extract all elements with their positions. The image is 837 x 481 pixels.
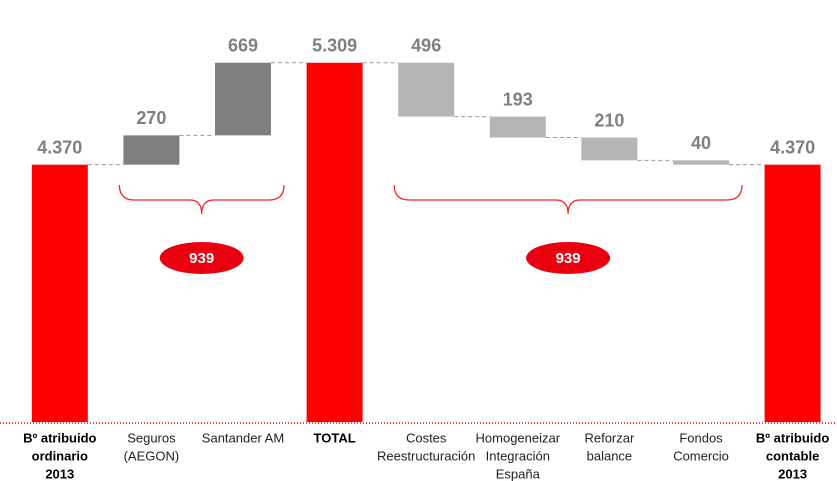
- category-label: contable: [766, 448, 819, 463]
- annotation-badge: [526, 242, 611, 274]
- category-label: 2013: [778, 466, 807, 481]
- value-label: 5.309: [312, 35, 357, 55]
- category-label: Santander AM: [202, 430, 284, 445]
- value-label: 669: [228, 35, 258, 55]
- value-label: 210: [594, 110, 624, 130]
- category-label: balance: [587, 448, 633, 463]
- category-label: Reestructuración: [377, 448, 475, 463]
- category-label: ordinario: [32, 448, 88, 463]
- bar: [123, 135, 180, 165]
- category-label: Homogeneizar: [476, 430, 561, 445]
- category-label: Bº atribuido: [756, 430, 829, 445]
- category-label: Costes: [406, 430, 447, 445]
- annotation-text: 939: [556, 250, 581, 267]
- bar: [398, 62, 455, 117]
- bar: [489, 116, 546, 138]
- category-label: Comercio: [673, 448, 729, 463]
- category-label: 2013: [45, 466, 74, 481]
- bar: [581, 137, 638, 161]
- value-label: 4.370: [770, 137, 815, 157]
- bar: [31, 164, 88, 422]
- bar: [764, 164, 821, 422]
- category-label: Fondos: [679, 430, 723, 445]
- brace: [393, 184, 743, 215]
- category-label: Seguros: [127, 430, 176, 445]
- value-label: 4.370: [37, 137, 82, 157]
- category-label: TOTAL: [314, 430, 356, 445]
- bar: [306, 62, 363, 422]
- annotation-badge: [159, 242, 244, 274]
- brace: [118, 184, 285, 215]
- bar: [673, 160, 729, 165]
- annotation-text: 939: [189, 250, 214, 267]
- value-label: 496: [411, 35, 441, 55]
- bar: [215, 62, 271, 136]
- category-label: España: [496, 466, 541, 481]
- category-label: (AEGON): [124, 448, 180, 463]
- category-label: Reforzar: [584, 430, 635, 445]
- value-label: 270: [136, 108, 166, 128]
- value-label: 193: [503, 89, 533, 109]
- category-label: Integración: [486, 448, 550, 463]
- category-label: Bº atribuido: [23, 430, 96, 445]
- value-label: 40: [691, 133, 711, 153]
